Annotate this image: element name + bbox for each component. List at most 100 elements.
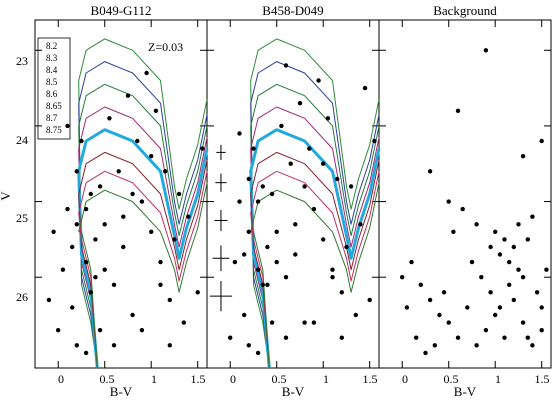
data-point: [497, 252, 503, 257]
data-point: [427, 297, 433, 303]
data-point: [83, 259, 89, 265]
data-point: [274, 229, 279, 234]
data-point: [163, 169, 168, 174]
isochrone-8-4: [250, 83, 380, 369]
data-point: [93, 237, 98, 242]
y-axis-label: V: [0, 191, 13, 201]
data-point: [418, 282, 423, 287]
data-point: [111, 282, 117, 287]
data-point: [83, 206, 89, 212]
x-tick-label: 1.5: [363, 372, 378, 386]
data-point: [88, 191, 94, 197]
data-point: [79, 138, 84, 144]
data-point: [297, 101, 303, 106]
data-point: [135, 138, 140, 144]
data-point: [311, 206, 317, 212]
legend-box: [37, 37, 71, 140]
data-point: [479, 275, 484, 280]
data-point: [242, 252, 247, 257]
data-point: [56, 328, 61, 333]
data-point: [539, 328, 544, 333]
data-point: [274, 259, 279, 265]
data-point: [432, 343, 437, 348]
isochrones-panel-2: [249, 38, 381, 369]
data-point: [293, 222, 298, 227]
data-point: [121, 244, 126, 250]
data-point: [339, 290, 344, 295]
data-point: [520, 154, 526, 159]
data-point: [102, 222, 107, 227]
data-point: [530, 343, 535, 348]
data-point: [325, 116, 331, 121]
x-tick-label: 0: [402, 372, 408, 386]
data-point: [502, 335, 507, 340]
y-tick-label: 25: [16, 211, 28, 225]
x-tick-label: 1.5: [535, 372, 550, 386]
data-point: [97, 184, 103, 189]
x-tick-label: 1: [323, 372, 329, 386]
data-point: [330, 275, 335, 280]
data-point: [520, 275, 526, 280]
data-point: [362, 85, 368, 91]
data-point: [335, 176, 340, 182]
x-tick-label: 0.5: [100, 372, 115, 386]
data-point: [483, 328, 489, 333]
data-point: [507, 259, 512, 265]
data-point: [232, 259, 238, 265]
data-point: [520, 320, 526, 325]
isochrone-8-2: [250, 38, 380, 369]
data-point: [74, 169, 80, 174]
data-point: [353, 312, 358, 318]
panel-frame-2: [206, 19, 380, 369]
isochrone-8-3: [250, 61, 380, 369]
data-point: [525, 335, 530, 340]
data-point: [158, 282, 163, 287]
data-point: [260, 184, 265, 189]
data-point: [311, 320, 317, 325]
data-point: [74, 343, 80, 348]
data-point: [186, 214, 191, 219]
legend-entry: 8.7: [46, 113, 58, 123]
data-point: [65, 123, 70, 129]
data-point: [255, 267, 261, 272]
data-point: [265, 244, 270, 250]
isochrone-8-7: [250, 170, 380, 369]
y-tick-label: 24: [16, 133, 28, 147]
data-point: [516, 267, 521, 272]
x-tick-label: 1.5: [191, 372, 206, 386]
panel-title-3: Background: [433, 3, 497, 18]
data-point: [70, 305, 75, 310]
data-point: [283, 275, 289, 280]
data-point: [544, 267, 549, 272]
data-point: [409, 259, 414, 265]
legend-entry: 8.3: [46, 53, 58, 63]
data-point: [427, 169, 433, 174]
data-point: [246, 176, 251, 182]
data-point: [534, 290, 540, 295]
data-point: [269, 191, 275, 197]
data-point: [107, 116, 112, 121]
error-bars-panel-2: [209, 144, 233, 312]
x-tick-label: 1: [495, 372, 501, 386]
data-point: [446, 199, 451, 204]
data-point: [414, 335, 419, 340]
data-point: [488, 244, 493, 250]
data-point: [251, 146, 256, 151]
data-point: [488, 290, 493, 295]
x-axis-label-1: B-V: [110, 384, 133, 399]
data-point: [242, 312, 247, 318]
legend-entry: 8.2: [46, 41, 57, 51]
data-point: [469, 259, 475, 265]
panel-title-2: B458-D049: [262, 3, 323, 18]
isochrone-8-75: [250, 182, 380, 369]
data-point: [316, 78, 321, 83]
data-point: [269, 320, 275, 325]
data-point: [474, 222, 479, 227]
data-point: [46, 297, 52, 303]
data-point: [507, 282, 512, 287]
data-point: [455, 335, 461, 340]
panel-frame-3: [378, 19, 552, 369]
data-point: [228, 335, 233, 340]
data-point: [246, 229, 251, 234]
legend-entry: 8.5: [46, 77, 58, 87]
